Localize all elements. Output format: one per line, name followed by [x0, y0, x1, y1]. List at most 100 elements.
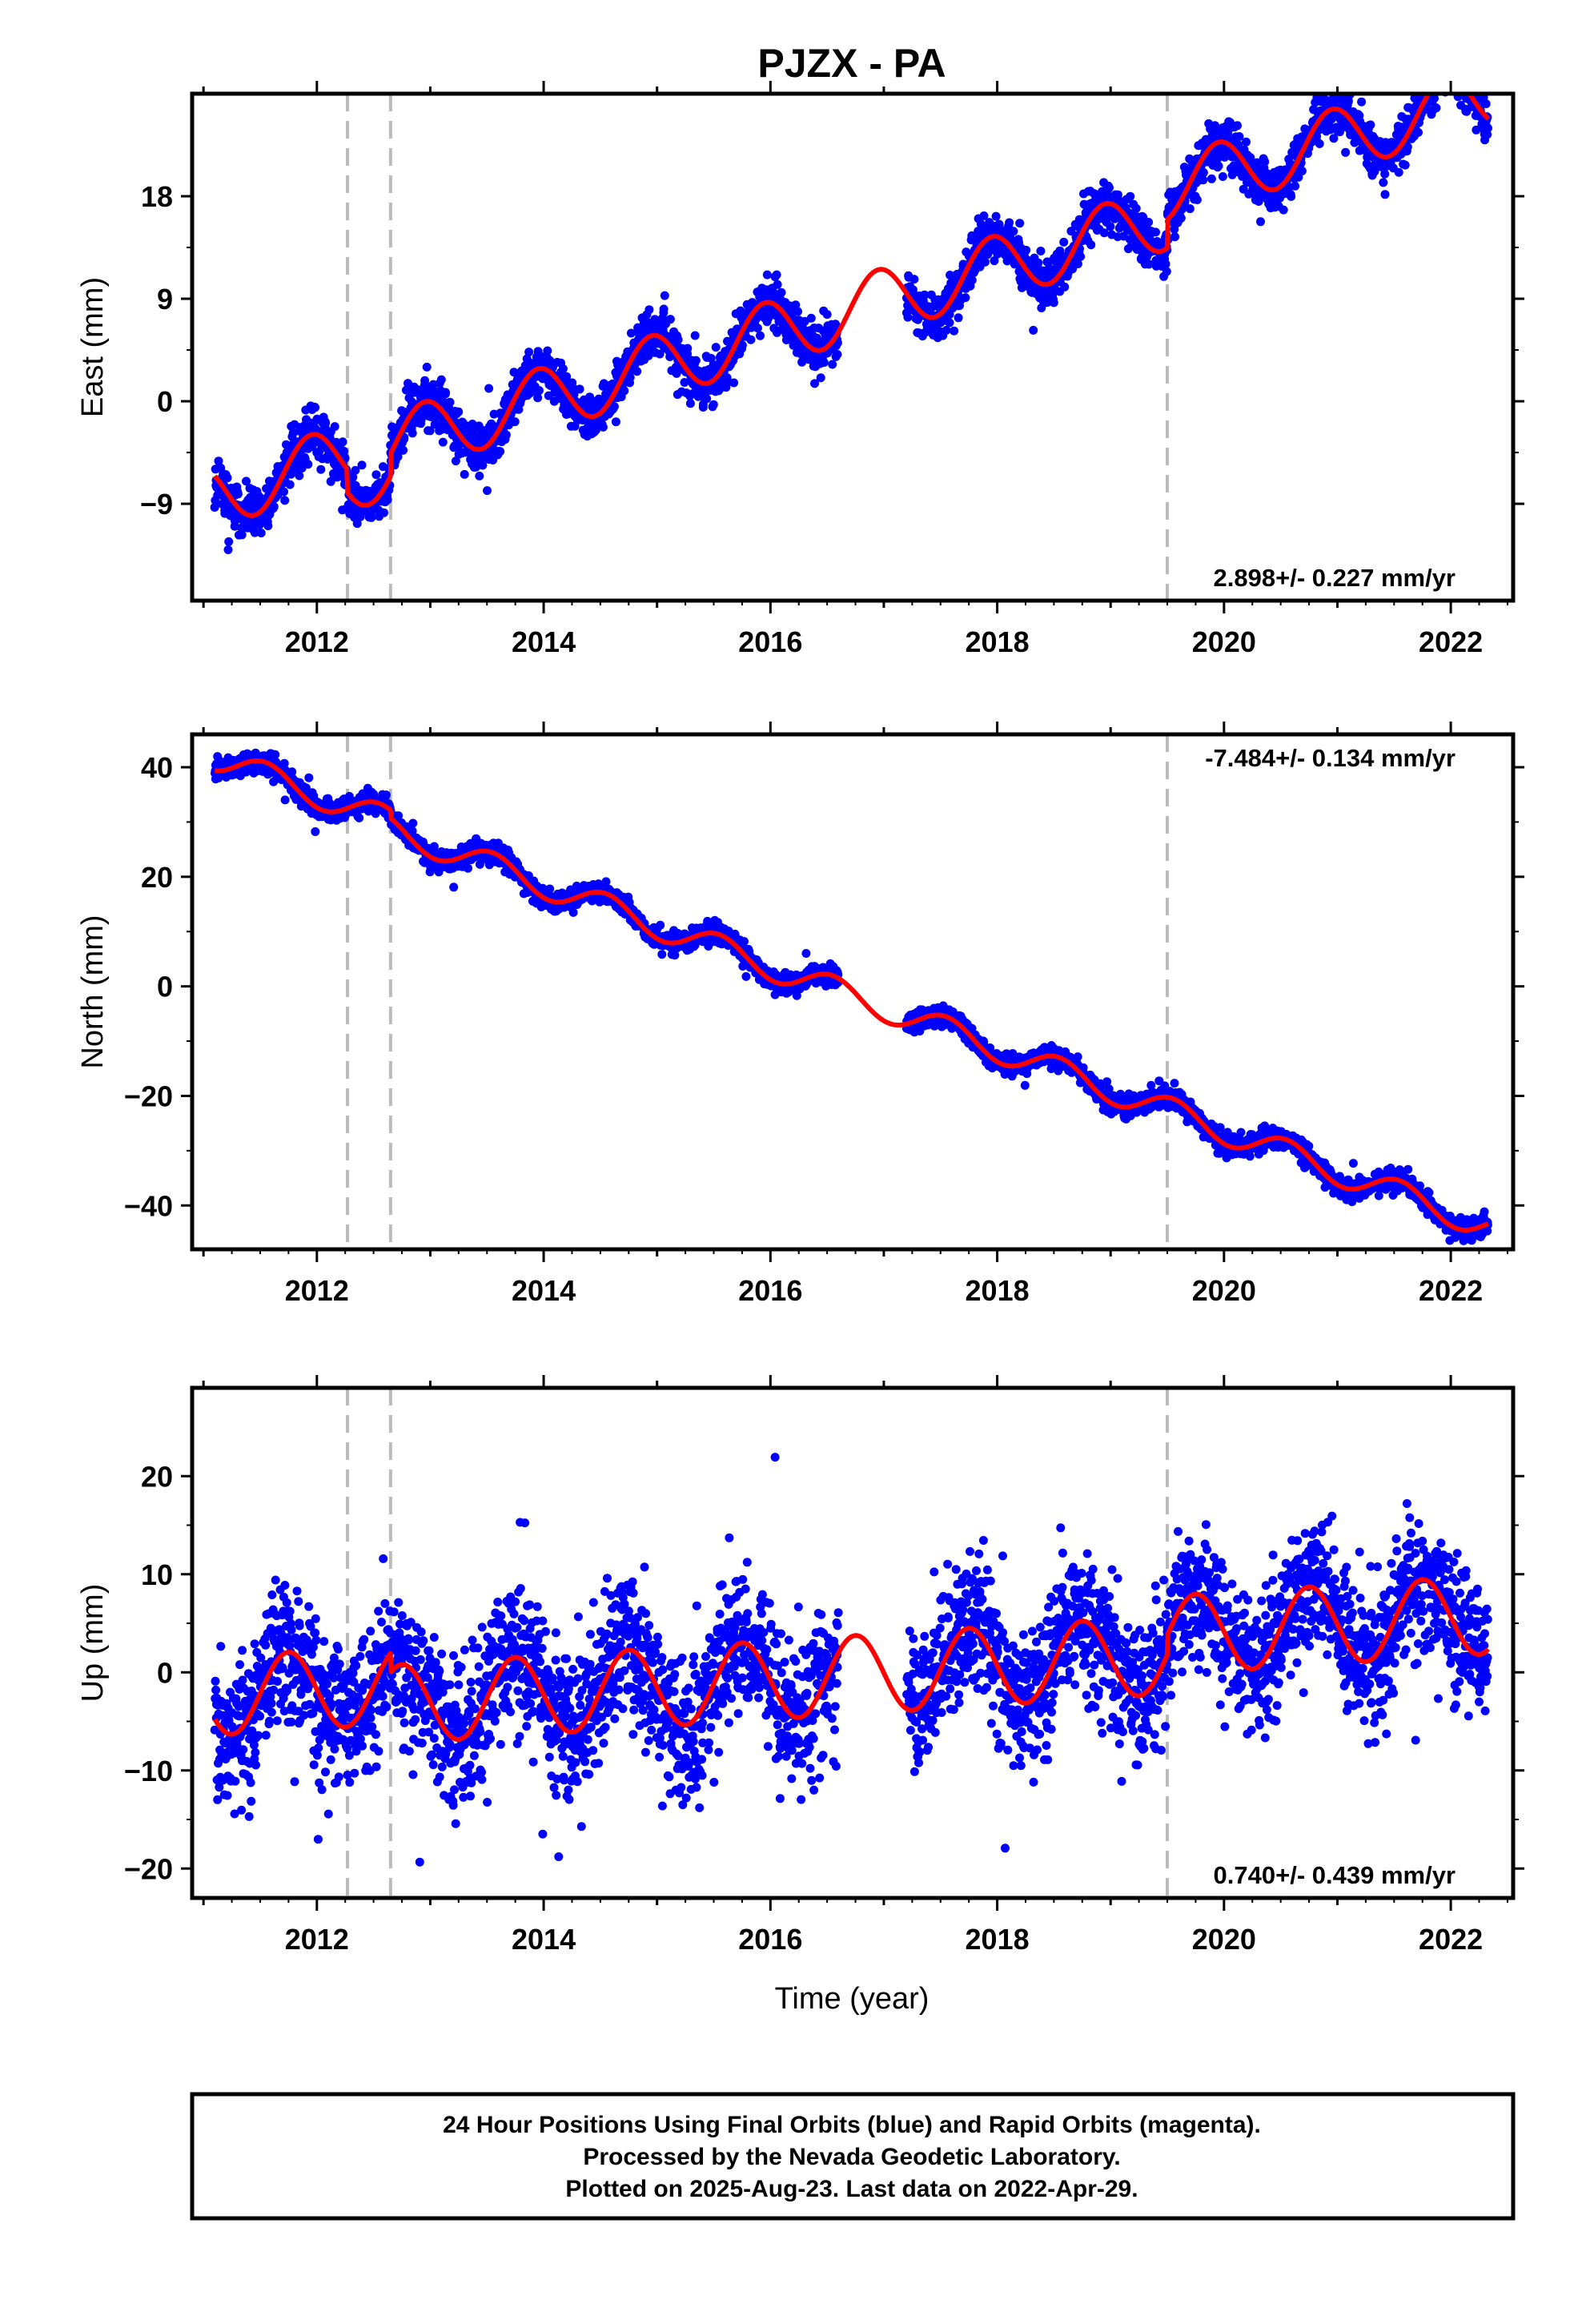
east-point: [626, 328, 636, 338]
east-y-tick-label: 9: [157, 283, 173, 316]
east-point: [224, 537, 234, 546]
east-point: [401, 385, 411, 395]
east-point: [379, 508, 388, 517]
east-point: [644, 305, 654, 315]
east-point: [483, 486, 492, 496]
east-point: [280, 496, 290, 505]
east-point: [1366, 120, 1375, 130]
east-x-tick-label: 2012: [285, 625, 349, 658]
east-point: [425, 426, 435, 436]
east-y-tick-label: 0: [157, 385, 173, 418]
east-point: [475, 471, 484, 480]
east-point: [295, 471, 304, 480]
east-point: [797, 357, 807, 367]
east-point: [762, 270, 772, 279]
east-point: [422, 362, 432, 372]
east-point: [1431, 103, 1441, 113]
east-point: [822, 310, 832, 320]
east-point: [451, 456, 460, 466]
east-point: [1009, 227, 1018, 236]
east-point: [1484, 123, 1492, 133]
east-point: [478, 460, 488, 470]
north-point: [449, 883, 459, 892]
east-point: [210, 503, 219, 512]
east-point: [1291, 181, 1300, 191]
east-point: [961, 293, 970, 303]
east-point: [1068, 264, 1077, 274]
east-point: [772, 270, 781, 279]
east-point: [1131, 203, 1141, 213]
east-point: [609, 402, 619, 412]
east-point: [383, 495, 392, 505]
east-point: [416, 415, 426, 424]
east-point: [285, 480, 295, 489]
east-point: [1260, 157, 1270, 167]
east-point: [269, 502, 279, 512]
east-point: [819, 358, 829, 368]
east-point: [954, 313, 963, 323]
east-point: [1015, 219, 1025, 228]
east-point: [214, 456, 223, 466]
east-point: [1073, 259, 1082, 268]
east-point: [1380, 190, 1390, 199]
east-point: [1022, 245, 1031, 255]
east-rate-label: 2.898+/- 0.227 mm/yr: [1214, 564, 1456, 592]
east-point: [994, 219, 1004, 229]
east-point: [357, 460, 367, 470]
east-point: [793, 307, 802, 316]
east-point: [237, 530, 247, 540]
east-point: [1076, 251, 1086, 261]
east-point: [1235, 132, 1244, 141]
east-point: [454, 407, 464, 416]
east-point: [702, 394, 712, 404]
east-point: [501, 430, 511, 440]
east-point: [496, 447, 505, 456]
east-point: [1170, 232, 1179, 242]
east-point: [1105, 183, 1114, 192]
east-point: [436, 375, 446, 384]
north-point: [271, 750, 280, 759]
east-point: [533, 393, 543, 403]
east-point: [223, 473, 232, 483]
east-point: [903, 312, 913, 322]
north-point: [280, 795, 290, 805]
north-point: [355, 813, 364, 822]
east-point: [632, 367, 642, 376]
east-point: [399, 445, 408, 455]
east-point: [746, 335, 756, 344]
east-point: [967, 275, 977, 285]
east-point: [806, 313, 816, 323]
east-point: [348, 472, 358, 482]
east-point: [1161, 259, 1170, 269]
east-point: [1379, 178, 1388, 187]
east-point: [672, 368, 681, 378]
east-point: [1086, 240, 1096, 250]
east-point: [659, 304, 669, 314]
east-point: [685, 399, 695, 408]
east-point: [706, 353, 716, 363]
north-point: [408, 818, 418, 828]
east-point: [990, 256, 999, 266]
east-point: [1394, 167, 1403, 177]
east-point: [1287, 191, 1296, 201]
north-point: [429, 842, 439, 851]
north-point: [545, 884, 555, 894]
east-point: [942, 325, 951, 335]
east-point: [660, 291, 669, 300]
east-point: [1297, 167, 1307, 175]
east-point: [1414, 127, 1423, 137]
east-point: [408, 428, 417, 438]
east-point: [1233, 121, 1242, 131]
east-point: [1192, 195, 1202, 204]
north-point: [568, 907, 578, 917]
east-point: [611, 417, 620, 427]
north-point: [311, 827, 320, 836]
east-point: [1005, 218, 1014, 227]
east-x-tick-label: 2020: [1192, 625, 1256, 658]
east-point: [1380, 169, 1390, 179]
east-point: [1315, 139, 1324, 148]
east-y-tick-label: 18: [141, 180, 173, 213]
east-point: [909, 275, 919, 284]
east-point: [303, 460, 313, 469]
east-point: [711, 343, 721, 352]
